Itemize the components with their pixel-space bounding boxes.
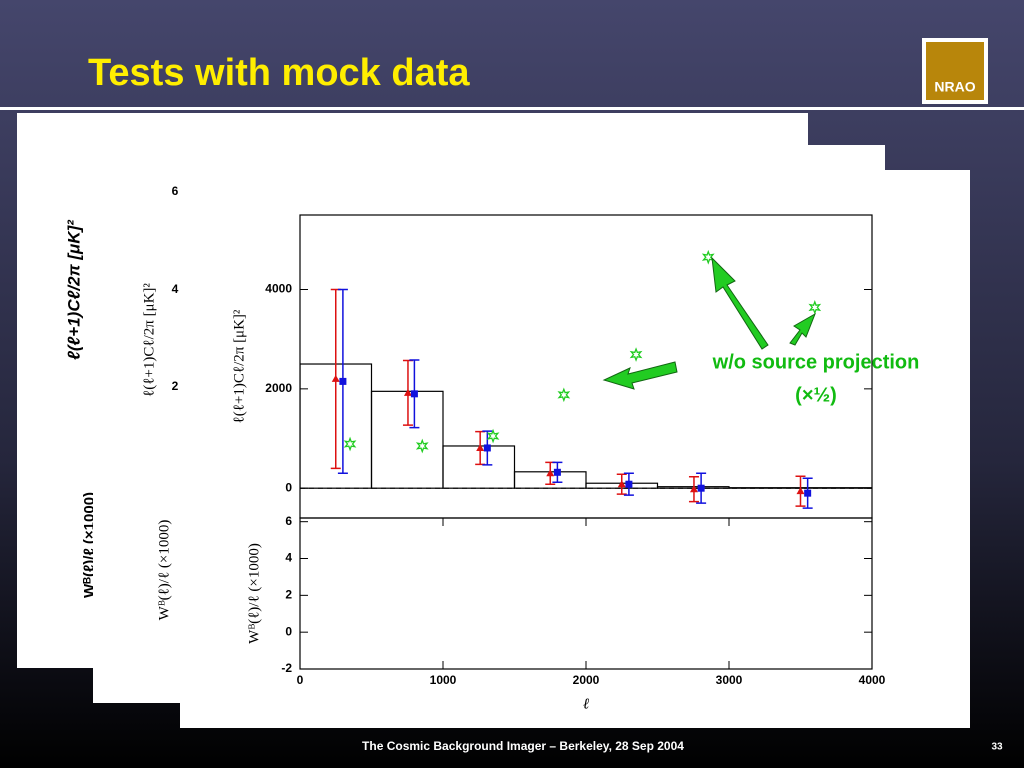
y-tick-label: 6 [285,514,292,528]
marker [476,443,485,451]
marker [546,469,555,477]
layer-y-label: ℓ(ℓ+1)Cℓ/2π [μK]² [64,219,83,360]
y-axis-label: ℓ(ℓ+1)Cℓ/2π [μK]² [231,309,247,423]
title-rule [0,107,1024,110]
y-tick-label: 4 [285,551,292,565]
layer-y-label: ℓ(ℓ+1)Cℓ/2π [μK]² [141,283,157,397]
plot-area [300,249,872,509]
marker [403,388,412,396]
layer-tick: 4 [172,282,179,296]
y-tick-label: 0 [285,624,292,638]
marker [331,374,340,382]
x-tick-label: 4000 [859,673,886,687]
annotation: (×½) [795,384,837,406]
marker [483,444,491,452]
marker [629,347,643,362]
x-tick-label: 1000 [430,673,457,687]
y-tick-label: -2 [281,661,292,675]
y-tick-label: 0 [285,480,292,494]
band-power [442,445,516,489]
marker [410,390,418,398]
plot: ℓ(ℓ+1)Cℓ/2π [μK]² 0 2000 4000 Wᴮ(ℓ)/ℓ (×1000… [231,214,886,712]
marker [625,480,633,488]
marker [557,387,571,403]
marker [689,485,698,493]
layer-tick: 6 [172,184,179,198]
page-number: 33 [991,742,1003,753]
x-tick-label: 2000 [573,673,600,687]
chart-panel [180,170,970,728]
logo-text: NRAO [934,79,975,95]
marker [804,489,812,497]
x-axis-label: ℓ [583,696,589,712]
slide-title: Tests with mock data [88,52,470,94]
marker [808,300,822,315]
layer-tick: 2 [172,379,179,393]
annotation-arrows [602,256,816,390]
marker [796,487,805,495]
annotation: w/o source projection [712,351,920,373]
marker [697,484,705,492]
x-tick-label: 0 [297,673,304,687]
footer: The Cosmic Background Imager – Berkeley,… [362,739,684,753]
y-tick-label: 4000 [265,282,292,296]
marker [343,436,357,452]
marker [415,438,429,454]
y-tick-label: 2000 [265,381,292,395]
x-tick-label: 3000 [716,673,743,687]
marker [701,249,715,265]
marker [486,428,500,444]
marker [553,468,561,476]
layer-lower-label: Wᴮ(ℓ)/ℓ (×1000) [156,520,172,621]
y-tick-label: 2 [285,588,292,602]
logo: NRAO [922,38,988,104]
marker [617,480,626,488]
y-axis-label: Wᴮ(ℓ)/ℓ (×1000) [246,543,262,644]
marker [339,377,347,385]
